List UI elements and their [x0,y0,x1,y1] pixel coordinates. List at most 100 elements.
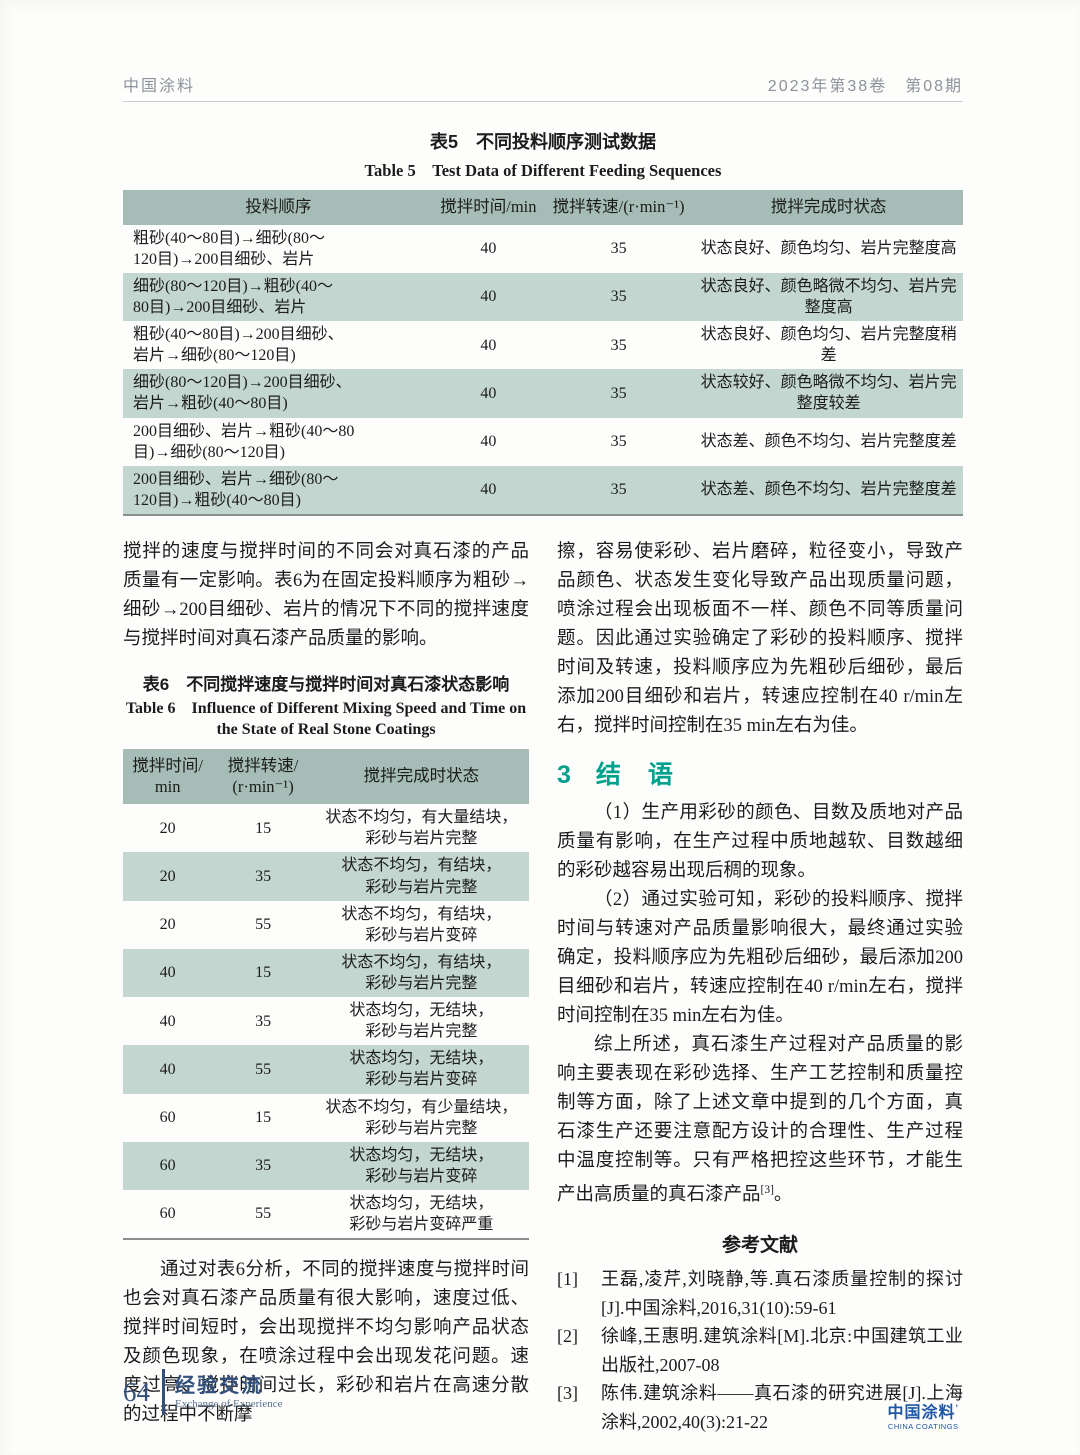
table6-title-zh: 表6 不同搅拌速度与搅拌时间对真石漆状态影响 [142,674,510,694]
table-cell: 20 [159,916,176,934]
table-row: 粗砂(40～80目)→细砂(80～ 120目)→200目细砂、岩片 40 35 状态良好… [123,225,963,273]
logo-zh-text: 中国涂料’ [887,1403,959,1422]
china-coatings-logo: 中国涂料’ CHINA COATINGS [887,1403,959,1432]
table-header-row: 搅拌时间/min 搅拌转速/(r·min⁻¹) 搅拌完成时状态 [123,748,529,805]
references-heading: 参考文献 [721,1235,798,1257]
table-cell: 粗砂(40～80目)→200目细砂、 岩片→细砂(80～120目) [133,326,344,365]
right-column: 擦，容易使彩砂、岩片磨碎，粒径变小，导致产品颜色、状态发生变化导致产品出现质量问… [557,538,963,1432]
table-row: 20 15 状态不均匀，有大量结块， 彩砂与岩片完整 [123,804,529,852]
column-header: 搅拌转速/(r·min⁻¹) [542,190,695,225]
body-paragraph: 搅拌的速度与搅拌时间的不同会对真石漆的产品质量有一定影响。表6为在固定投料顺序为… [123,541,529,649]
reference-item: [3] 陈伟.建筑涂料——真石漆的研究进展[J].上海涂料,2002,40(3):… [557,1379,963,1436]
journal-name: 中国涂料 [123,78,196,95]
table-cell: 200目细砂、岩片→细砂(80～ 120目)→粗砂(40～80目) [133,470,339,509]
table-row: 60 15 状态不均匀，有少量结块， 彩砂与岩片完整 [123,1094,529,1142]
reference-label: [3] [557,1383,578,1404]
table6-title-en-line2: the State of Real Stone Coatings [216,720,436,738]
table-cell: 状态良好、颜色均匀、岩片完整度高 [700,240,957,258]
table-cell: 35 [255,1157,272,1175]
table-cell: 状态差、颜色不均匀、岩片完整度差 [700,481,957,499]
table-row: 40 15 状态不均匀，有结块， 彩砂与岩片完整 [123,948,529,998]
table-cell: 状态均匀，无结块， 彩砂与岩片变碎 [349,1146,494,1185]
table-cell: 35 [610,240,627,258]
table-cell: 55 [255,1205,272,1223]
table-row: 200目细砂、岩片→细砂(80～ 120目)→粗砂(40～80目) 40 35 状态差、… [123,465,963,515]
table-cell: 40 [480,481,497,499]
page-footer: 64 经验交流 Exchange of Experience [123,1369,283,1415]
table-cell: 15 [255,819,272,837]
brand-logo-wrap: 中国涂料’ CHINA COATINGS [557,1403,963,1432]
logo-mark: ’ [955,1403,959,1414]
table6-title-en-line1: Table 6 Influence of Different Mixing Sp… [125,699,527,717]
conclusion-text-end: 。 [773,1185,793,1206]
table6-titles: 表6 不同搅拌速度与搅拌时间对真石漆状态影响 Table 6 Influence… [123,670,529,740]
table-cell: 状态均匀，无结块， 彩砂与岩片完整 [349,1002,494,1041]
page-header: 中国涂料 2023年第38卷 第08期 [123,72,963,102]
issue-info: 2023年第38卷 第08期 [767,78,963,95]
table-cell: 细砂(80～120目)→粗砂(40～ 80目)→200目细砂、岩片 [133,277,333,316]
table-cell: 状态良好、颜色略微不均匀、岩片完整度高 [700,277,957,316]
table-cell: 细砂(80～120目)→200目细砂、 岩片→粗砂(40～80目) [133,374,352,413]
column-header: 搅拌时间/min [123,748,213,805]
body-paragraph: 通过对表6分析，不同的搅拌速度与搅拌时间也会对真石漆产品质量有很大影响，速度过低… [123,1260,529,1426]
table-cell: 状态不均匀，有结块， 彩砂与岩片完整 [341,857,502,896]
table-cell: 40 [480,336,497,354]
column-header: 搅拌转速/(r·min⁻¹) [212,748,314,805]
reference-text: 王磊,凌芹,刘晓静,等.真石漆质量控制的探讨[J].中国涂料,2016,31(1… [601,1269,963,1318]
table-cell: 60 [159,1109,176,1127]
table-cell: 20 [159,819,176,837]
table-cell: 35 [255,1012,272,1030]
footer-section-en: Exchange of Experience [175,1398,283,1410]
citation-superscript: [3] [760,1183,774,1196]
table-cell: 40 [480,288,497,306]
conclusion-paragraph: （1）生产用彩砂的颜色、目数及质地对产品质量有影响，在生产过程中质地越软、目数越… [557,802,963,881]
body-paragraph: 擦，容易使彩砂、岩片磨碎，粒径变小，导致产品颜色、状态发生变化导致产品出现质量问… [557,541,963,736]
two-column-body: 搅拌的速度与搅拌时间的不同会对真石漆的产品质量有一定影响。表6为在固定投料顺序为… [123,538,963,1432]
table-cell: 状态较好、颜色略微不均匀、岩片完整度较差 [700,374,957,413]
table-row: 200目细砂、岩片→粗砂(40～80 目)→细砂(80～120目) 40 35 状态差、… [123,418,963,466]
table-row: 40 35 状态均匀，无结块， 彩砂与岩片完整 [123,997,529,1045]
table-row: 60 55 状态均匀，无结块， 彩砂与岩片变碎严重 [123,1190,529,1239]
table-row: 粗砂(40～80目)→200目细砂、 岩片→细砂(80～120目) 40 35 状态良好… [123,321,963,369]
table-cell: 55 [255,1060,272,1078]
logo-en-text: CHINA COATINGS [887,1422,959,1432]
table-row: 细砂(80～120目)→200目细砂、 岩片→粗砂(40～80目) 40 35 状态较好… [123,369,963,418]
table-cell: 40 [159,1012,176,1030]
table-cell: 15 [255,964,272,982]
table-cell: 60 [159,1157,176,1175]
reference-text: 徐峰,王惠明.建筑涂料[M].北京:中国建筑工业出版社,2007-08 [601,1326,963,1375]
table-cell: 状态良好、颜色均匀、岩片完整度稍差 [700,326,957,365]
table-row: 细砂(80～120目)→粗砂(40～ 80目)→200目细砂、岩片 40 35 状态良好… [123,272,963,322]
table-header-row: 投料顺序 搅拌时间/min 搅拌转速/(r·min⁻¹) 搅拌完成时状态 [123,190,963,225]
table-cell: 状态差、颜色不均匀、岩片完整度差 [700,433,957,451]
table-cell: 状态不均匀，有结块， 彩砂与岩片完整 [341,953,502,992]
table-cell: 40 [480,240,497,258]
table-row: 40 55 状态均匀，无结块， 彩砂与岩片变碎 [123,1045,529,1094]
table-row: 20 55 状态不均匀，有结块， 彩砂与岩片变碎 [123,901,529,949]
table-cell: 55 [255,916,272,934]
table-cell: 40 [480,433,497,451]
table-cell: 35 [255,867,272,885]
reference-item: [1] 王磊,凌芹,刘晓静,等.真石漆质量控制的探讨[J].中国涂料,2016,3… [557,1265,963,1322]
table5-section: 表5 不同投料顺序测试数据 Table 5 Test Data of Diffe… [123,128,963,516]
column-header: 搅拌完成时状态 [313,748,529,805]
reference-label: [1] [557,1269,578,1290]
table-cell: 200目细砂、岩片→粗砂(40～80 目)→细砂(80～120目) [133,422,355,461]
mixing-speed-table: 搅拌时间/min 搅拌转速/(r·min⁻¹) 搅拌完成时状态 20 15 状态不均匀，有… [123,748,529,1241]
table-cell: 状态均匀，无结块， 彩砂与岩片变碎 [349,1050,494,1089]
table5-title-en: Table 5 Test Data of Different Feeding S… [364,161,722,180]
table-cell: 35 [610,433,627,451]
table-cell: 40 [480,384,497,402]
table-cell: 35 [610,288,627,306]
page-number: 64 [123,1376,150,1407]
column-header: 搅拌时间/min [433,190,543,225]
column-header: 投料顺序 [123,190,434,225]
table-cell: 40 [159,1060,176,1078]
table-cell: 20 [159,867,176,885]
column-header: 搅拌完成时状态 [694,190,963,225]
conclusion-text: 综上所述，真石漆生产过程对产品质量的影响主要表现在彩砂选择、生产工艺控制和质量控… [557,1034,963,1206]
table-cell: 状态不均匀，有少量结块， 彩砂与岩片完整 [325,1098,518,1137]
footer-divider [162,1369,165,1415]
left-column: 搅拌的速度与搅拌时间的不同会对真石漆的产品质量有一定影响。表6为在固定投料顺序为… [123,538,529,1431]
